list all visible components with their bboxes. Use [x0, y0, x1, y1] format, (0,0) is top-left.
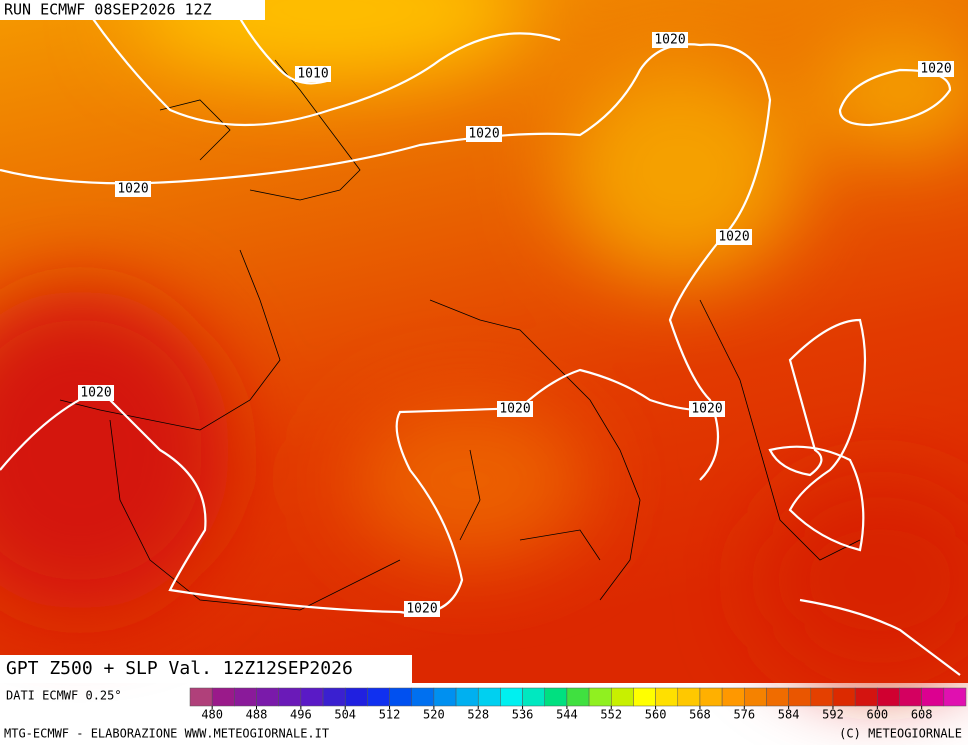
isobar-label: 1020	[920, 62, 951, 77]
colorbar-tick-label: 488	[246, 708, 268, 722]
isobar-label-box	[295, 66, 331, 82]
header-box	[0, 0, 265, 20]
colorbar-swatch	[477, 687, 501, 707]
colorbar-swatch	[744, 687, 767, 707]
colorbar-tick-label: 512	[379, 708, 401, 722]
colorbar-swatch	[766, 687, 789, 707]
colorbar-swatch	[877, 687, 900, 707]
isobar-label-box	[404, 601, 440, 617]
isobar-label-box	[466, 126, 502, 142]
colorbar-swatch	[899, 687, 922, 707]
colorbar-swatch	[234, 687, 257, 707]
source-label: DATI ECMWF 0.25°	[6, 689, 122, 703]
colorbar-swatch	[699, 687, 723, 707]
isobar-label-box	[689, 401, 725, 417]
isobar-label-box	[115, 181, 151, 197]
isobar-label-box	[78, 385, 114, 401]
colorbar-tick-label: 480	[201, 708, 223, 722]
colorbar-swatch	[322, 687, 346, 707]
isobar-label: 1020	[117, 182, 148, 197]
title-box	[0, 655, 412, 683]
colorbar-tick-label: 552	[600, 708, 622, 722]
colorbar-swatch	[921, 687, 945, 707]
map-title: GPT Z500 + SLP Val. 12Z12SEP2026	[6, 658, 353, 679]
isobar-label-box	[652, 32, 688, 48]
colorbar-tick-label: 496	[290, 708, 312, 722]
colorbar-swatch	[611, 687, 634, 707]
isobar-label: 1020	[654, 33, 685, 48]
credit: MTG-ECMWF - ELABORAZIONE WWW.METEOGIORNA…	[4, 727, 329, 741]
colorbar-tick-label: 560	[645, 708, 667, 722]
colorbar: 480 488 496 504 512 520 528 536 544 552 560 568 576 5…	[189, 687, 967, 722]
colorbar-swatch	[367, 687, 390, 707]
isobar-label: 1020	[80, 386, 111, 401]
colorbar-tick-label: 576	[733, 708, 755, 722]
isobar-label-box	[716, 229, 752, 245]
colorbar-swatch	[544, 687, 568, 707]
colorbar-swatch	[788, 687, 812, 707]
isobar-label-box	[918, 61, 954, 77]
colorbar-tick-label: 536	[512, 708, 534, 722]
colorbar-swatch	[677, 687, 701, 707]
colorbar-tick-label: 544	[556, 708, 578, 722]
colorbar-swatch	[832, 687, 856, 707]
colorbar-swatch	[566, 687, 590, 707]
colorbar-swatch	[278, 687, 302, 707]
colorbar-swatch	[389, 687, 412, 707]
isobar-label: 1010	[297, 67, 328, 82]
colorbar-swatch	[411, 687, 435, 707]
colorbar-swatch	[256, 687, 279, 707]
copyright: (C) METEOGIORNALE	[839, 727, 962, 741]
colorbar-swatch	[810, 687, 834, 707]
isobar-label: 1020	[499, 402, 530, 417]
isobar-label: 1020	[406, 602, 437, 617]
colorbar-swatch	[655, 687, 679, 707]
colorbar-swatch	[500, 687, 523, 707]
colorbar-swatch	[854, 687, 878, 707]
colorbar-tick-label: 592	[822, 708, 844, 722]
colorbar-swatch	[189, 687, 213, 707]
map	[0, 0, 968, 683]
colorbar-tick-label: 584	[778, 708, 800, 722]
colorbar-swatch	[522, 687, 545, 707]
colorbar-tick-label: 504	[334, 708, 356, 722]
colorbar-tick-label: 568	[689, 708, 711, 722]
colorbar-swatch	[721, 687, 745, 707]
isobar-label-box	[497, 401, 533, 417]
colorbar-swatch	[943, 687, 967, 707]
colorbar-swatch	[633, 687, 656, 707]
isobar-labels: 1010 1020 1020 1020 1020 1020 1020 1020 1020 1020	[78, 32, 954, 617]
isobar-label: 1020	[691, 402, 722, 417]
colorbar-tick-label: 520	[423, 708, 445, 722]
colorbar-swatch	[588, 687, 612, 707]
colorbar-tick-label: 528	[467, 708, 489, 722]
isobar-label: 1020	[468, 127, 499, 142]
colorbar-tick-label: 600	[866, 708, 888, 722]
colorbar-swatch	[455, 687, 479, 707]
colorbar-swatch	[433, 687, 457, 707]
colorbar-tick-label: 608	[911, 708, 933, 722]
colorbar-swatch	[211, 687, 235, 707]
colorbar-swatch	[300, 687, 324, 707]
colorbar-swatch	[344, 687, 368, 707]
run-label: RUN ECMWF 08SEP2026 12Z	[4, 1, 212, 19]
isobar-label: 1020	[718, 230, 749, 245]
